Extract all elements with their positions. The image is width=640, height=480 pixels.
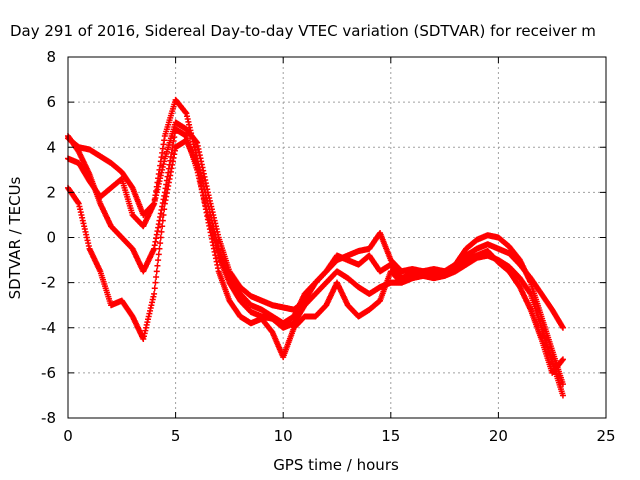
data-marks xyxy=(65,96,566,399)
data-point-marker xyxy=(152,279,159,286)
data-point-marker xyxy=(160,211,167,218)
data-point-marker xyxy=(158,228,165,235)
x-tick-label: 20 xyxy=(489,427,508,445)
data-point xyxy=(559,324,566,331)
x-tick-label: 15 xyxy=(381,427,400,445)
x-tick-label: 10 xyxy=(274,427,293,445)
y-tick-label: -2 xyxy=(41,274,56,292)
y-tick-label: 6 xyxy=(46,93,56,111)
data-point-marker xyxy=(155,257,162,264)
chart-title: Day 291 of 2016, Sidereal Day-to-day VTE… xyxy=(10,22,596,40)
y-axis-label: SDTVAR / TECUs xyxy=(6,176,24,299)
data-point-marker xyxy=(157,240,164,247)
data-point-marker xyxy=(157,234,164,241)
y-tick-label: 8 xyxy=(46,48,56,66)
data-point xyxy=(151,290,158,297)
data-point-marker xyxy=(151,285,158,292)
y-tick-label: -4 xyxy=(41,319,56,337)
data-point-marker xyxy=(155,251,162,258)
data-point-marker xyxy=(159,217,166,224)
x-tick-label: 25 xyxy=(596,427,615,445)
y-tick-label: 0 xyxy=(46,229,56,247)
x-axis-label: GPS time / hours xyxy=(273,456,399,474)
y-tick-label: -6 xyxy=(41,364,56,382)
data-point-marker xyxy=(159,223,166,230)
x-tick-label: 0 xyxy=(63,427,73,445)
y-tick-label: 4 xyxy=(46,138,56,156)
data-point-marker xyxy=(153,268,160,275)
data-point-marker xyxy=(153,273,160,280)
x-tick-label: 5 xyxy=(171,427,181,445)
y-tick-label: 2 xyxy=(46,183,56,201)
data-point-marker xyxy=(161,206,168,213)
y-tick-label: -8 xyxy=(41,409,56,427)
axes: 0 5 10 15 20 25 -8 -6 -4 -2 0 2 4 6 8 xyxy=(41,48,616,445)
data-point-marker xyxy=(156,245,163,252)
data-point-marker xyxy=(154,262,161,269)
data-point xyxy=(559,392,566,399)
data-point xyxy=(559,356,566,363)
